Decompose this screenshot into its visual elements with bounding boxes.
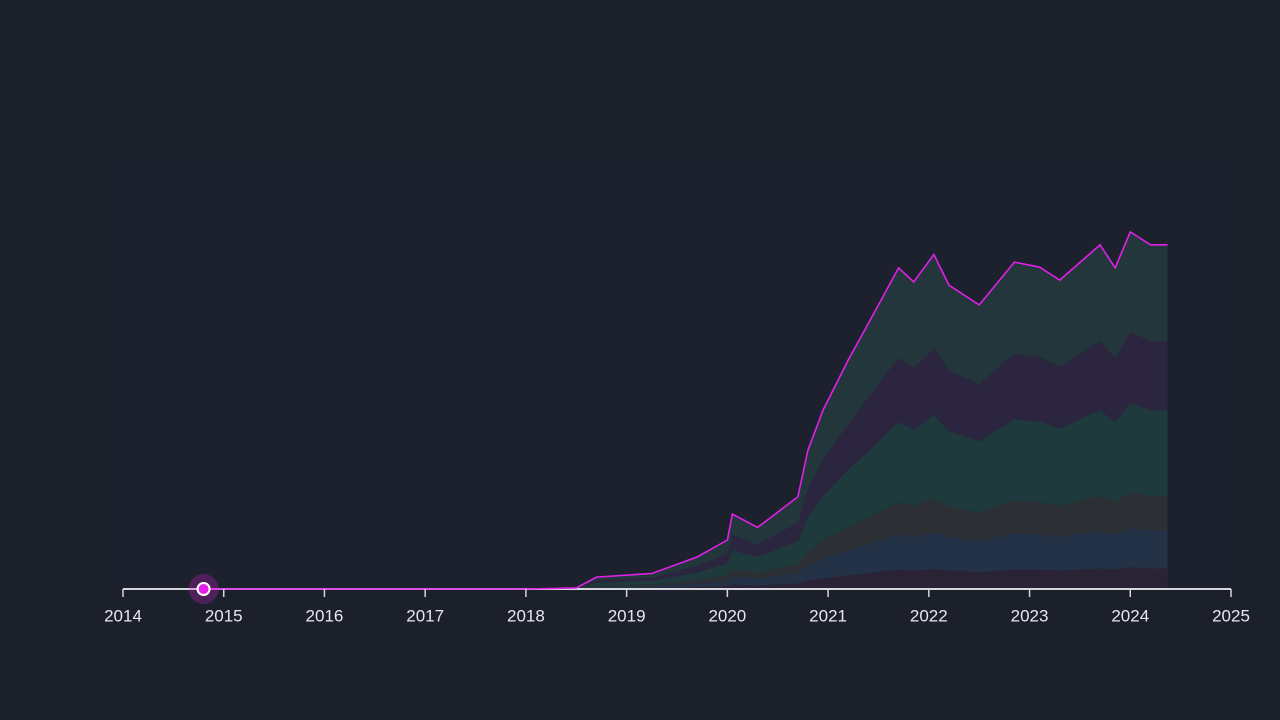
x-tick-label: 2021 [809, 606, 847, 625]
x-tick-label: 2022 [910, 606, 948, 625]
x-tick-label: 2024 [1111, 606, 1149, 625]
x-tick-label: 2019 [608, 606, 646, 625]
area-layer [203, 567, 1168, 589]
start-marker [196, 582, 211, 596]
area-layer [203, 492, 1168, 589]
x-tick-label: 2018 [507, 606, 545, 625]
x-tick-label: 2025 [1212, 606, 1250, 625]
x-tick-label: 2016 [306, 606, 344, 625]
x-tick-label: 2015 [205, 606, 243, 625]
x-tick-label: 2020 [708, 606, 746, 625]
x-tick-label: 2017 [406, 606, 444, 625]
x-tick-label: 2014 [104, 606, 142, 625]
x-tick-label: 2023 [1011, 606, 1049, 625]
stack-outline [203, 230, 1168, 590]
area-layer [203, 403, 1168, 589]
area-layer [203, 331, 1168, 589]
area-layer [203, 231, 1168, 589]
area-layer [203, 528, 1168, 589]
